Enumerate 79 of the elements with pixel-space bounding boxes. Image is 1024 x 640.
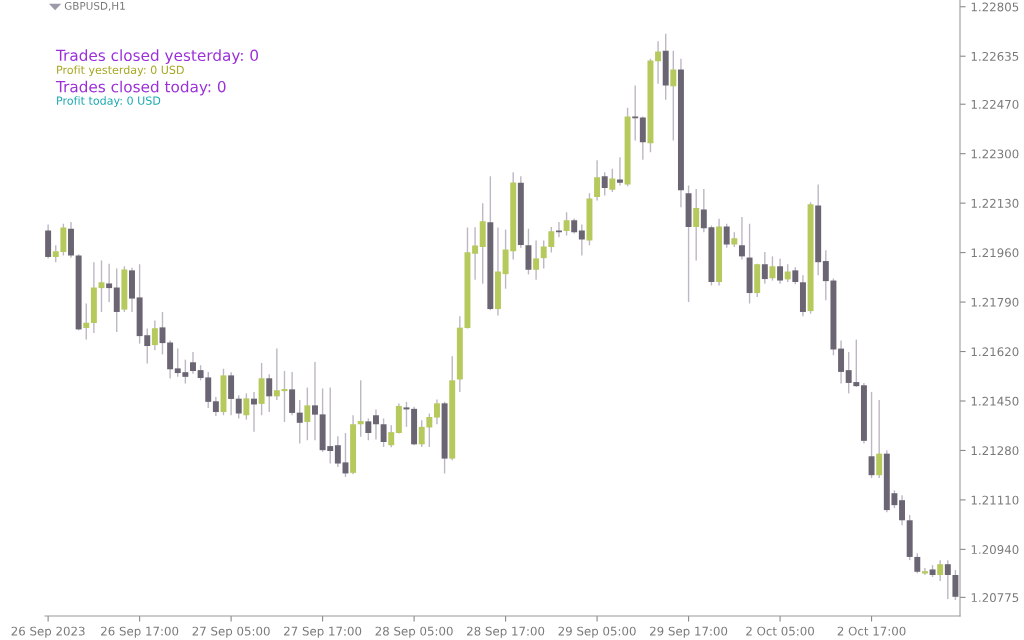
candlestick — [312, 361, 318, 441]
candlestick — [334, 435, 341, 468]
x-tick-label: 29 Sep 17:00 — [650, 626, 728, 638]
y-tick-label: 1.22635 — [971, 51, 1019, 61]
y-tick-label: 1.22470 — [971, 99, 1019, 109]
candlestick — [761, 251, 768, 285]
candlestick — [418, 419, 425, 448]
candlestick — [952, 569, 959, 601]
candlestick — [426, 412, 433, 448]
y-tick-label: 1.21790 — [971, 297, 1019, 307]
candlestick — [190, 351, 196, 375]
annotation: Profit yesterday: 0 USD — [57, 65, 184, 77]
candlestick — [403, 401, 410, 428]
candlestick — [655, 40, 662, 85]
candlestick — [937, 559, 944, 582]
y-tick-label: 1.21280 — [971, 446, 1019, 456]
candlestick — [738, 216, 745, 261]
x-tick-label: 28 Sep 17:00 — [467, 626, 545, 638]
x-tick-label: 2 Oct 05:00 — [746, 626, 815, 636]
y-tick-label: 1.22805 — [971, 2, 1019, 12]
candlestick — [632, 84, 639, 142]
candlestick — [434, 398, 440, 425]
candlestick — [693, 188, 700, 262]
x-tick-label: 27 Sep 17:00 — [284, 626, 362, 638]
candlestick — [472, 226, 479, 281]
candlestick — [899, 494, 906, 526]
candlestick — [243, 392, 250, 421]
y-tick-label: 1.21620 — [971, 347, 1019, 357]
candlestick — [365, 417, 372, 441]
y-tick-label: 1.20940 — [971, 545, 1019, 555]
candlestick — [373, 408, 379, 441]
candlestick — [777, 258, 784, 285]
candlestick — [151, 319, 158, 352]
candlestick — [304, 386, 311, 441]
candlestick — [533, 239, 540, 281]
x-tick-label: 28 Sep 05:00 — [375, 626, 453, 638]
candlestick — [868, 391, 875, 479]
candlestick — [388, 424, 395, 448]
x-tick-label: 26 Sep 2023 — [11, 626, 85, 638]
candlestick — [838, 339, 845, 385]
annotation: Profit today: 0 USD — [57, 96, 161, 107]
candlestick — [578, 223, 585, 257]
x-tick-label: 27 Sep 05:00 — [192, 626, 270, 638]
candlestick — [769, 255, 776, 282]
x-tick-label: 29 Sep 05:00 — [558, 626, 636, 638]
candlestick — [83, 302, 90, 341]
candlestick — [289, 371, 296, 416]
chart-title: GBPUSD,H1 — [64, 1, 125, 11]
annotation: Trades closed yesterday: 0 — [55, 49, 259, 65]
y-tick-label: 1.21450 — [971, 396, 1019, 406]
x-tick-label: 26 Sep 17:00 — [101, 626, 179, 638]
candlestick — [876, 399, 883, 479]
candlestick — [235, 394, 242, 420]
candlestick — [380, 417, 387, 448]
candlestick — [563, 211, 570, 237]
y-tick-label: 1.22300 — [971, 149, 1019, 159]
y-tick-label: 1.22130 — [971, 198, 1019, 208]
candlestick — [609, 168, 616, 193]
annotation: Trades closed today: 0 — [55, 80, 226, 96]
candlestick — [296, 399, 303, 445]
candlestick — [357, 379, 364, 438]
x-tick-label: 2 Oct 17:00 — [837, 626, 906, 636]
candlestick — [616, 156, 623, 187]
y-tick-label: 1.21110 — [971, 495, 1019, 505]
candlestick — [555, 221, 562, 238]
y-tick-label: 1.21960 — [971, 248, 1019, 258]
candlestick — [601, 171, 608, 197]
candlestick — [944, 559, 951, 600]
candlestick — [273, 347, 280, 401]
candlestick — [106, 262, 113, 303]
candlestick — [266, 373, 273, 413]
candlestick — [228, 371, 235, 416]
candlestick — [723, 223, 730, 249]
candlestick — [594, 159, 601, 202]
candlestick — [822, 249, 829, 302]
candlestick — [670, 49, 677, 142]
candlestick — [914, 552, 921, 574]
y-tick-label: 1.20775 — [971, 593, 1019, 603]
candlestick — [212, 396, 219, 417]
